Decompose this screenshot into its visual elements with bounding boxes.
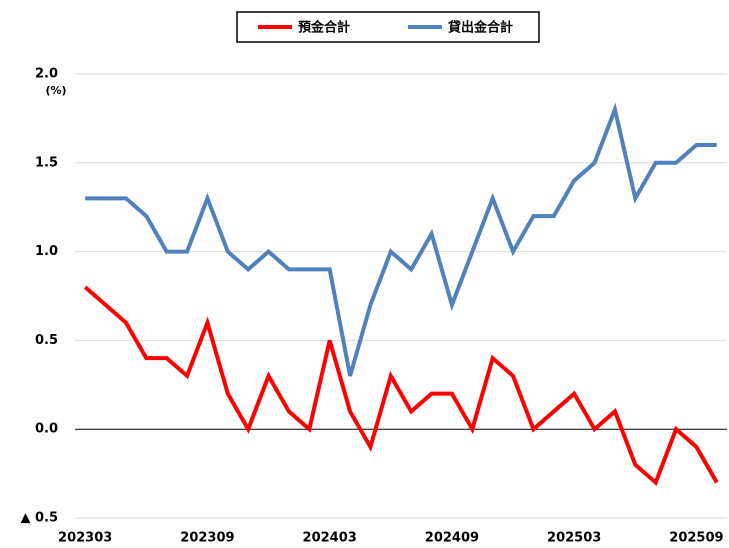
- x-tick-label: 202303: [58, 531, 112, 546]
- y-tick-label: ▲ 0.5: [20, 511, 58, 526]
- x-tick-label: 202309: [180, 531, 234, 546]
- y-tick-label: 1.0: [35, 244, 58, 259]
- y-tick-label: 1.5: [35, 155, 58, 170]
- x-tick-label: 202509: [669, 531, 723, 546]
- series-line: [85, 102, 717, 377]
- x-tick-label: 202503: [547, 531, 601, 546]
- legend-label: 貸出金合計: [448, 20, 513, 36]
- legend: 預金合計 貸出金合計: [258, 20, 513, 36]
- legend-label: 預金合計: [298, 20, 350, 36]
- x-tick-label: 202403: [303, 531, 357, 546]
- y-unit: (%): [45, 84, 66, 97]
- y-tick-label: 0.0: [35, 422, 58, 437]
- series-line: [83, 285, 719, 486]
- x-tick-label: 202409: [425, 531, 479, 546]
- y-tick-label: 2.0: [35, 67, 58, 82]
- y-tick-label: 0.5: [35, 333, 58, 348]
